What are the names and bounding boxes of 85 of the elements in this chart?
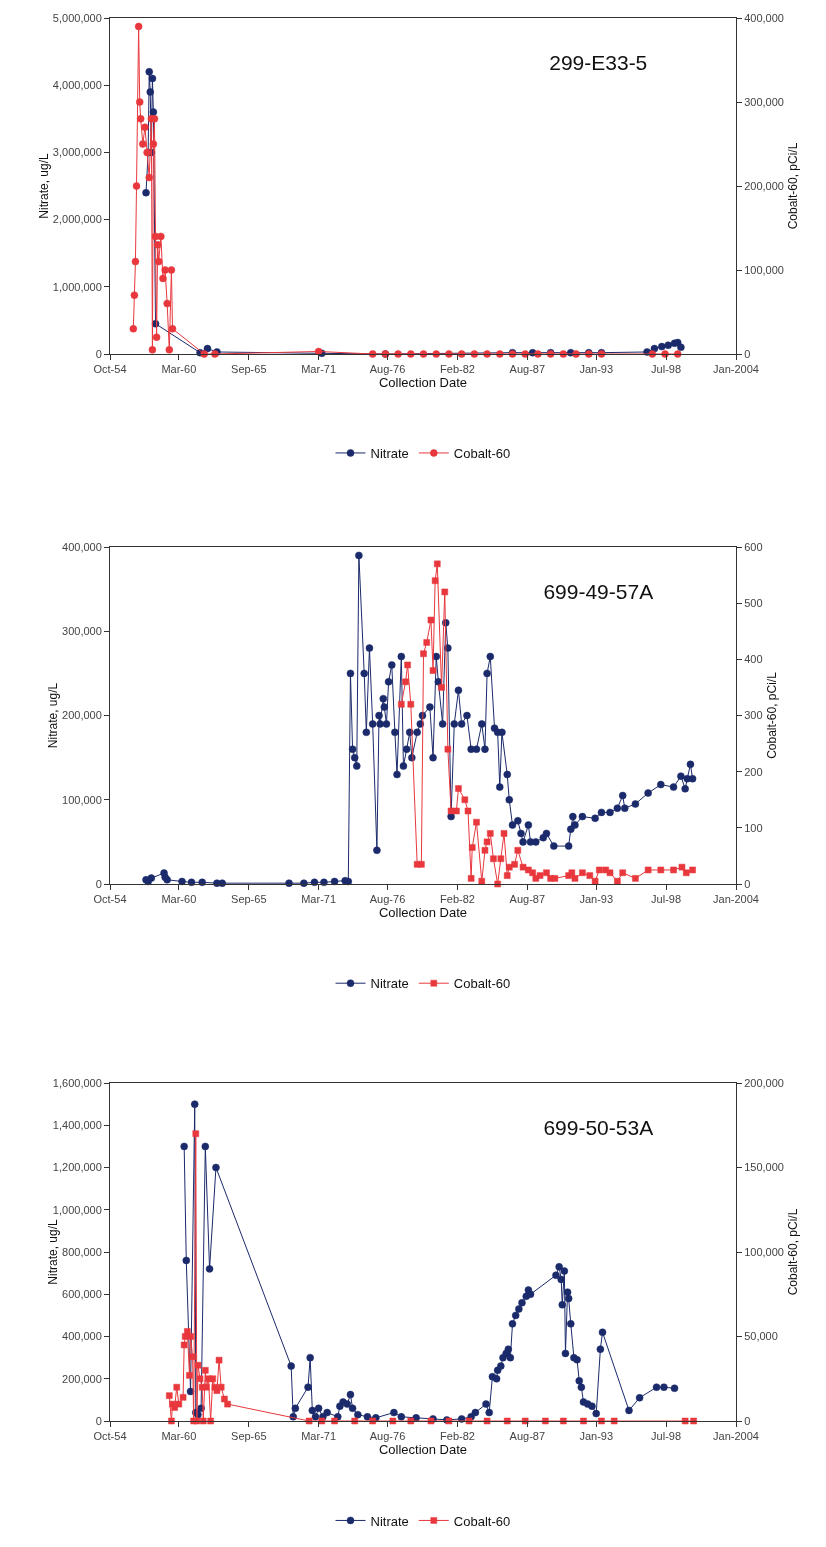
text: 699-49-57A <box>543 580 654 604</box>
x-tick-label: Oct-54 <box>93 363 127 376</box>
y-tick-label: 800,000 <box>62 1245 102 1258</box>
y2-tick-label: 150,000 <box>744 1161 784 1174</box>
x-tick-label: Jul-98 <box>651 363 682 376</box>
y2-tick-label: 0 <box>744 347 751 360</box>
y-tick-label: 600,000 <box>62 1288 102 1301</box>
y2-tick-label: 600 <box>744 540 763 553</box>
y-tick-label: 300,000 <box>62 625 102 638</box>
y-tick-label: 1,600,000 <box>52 1076 102 1089</box>
x-tick-label: Jul-98 <box>651 1430 682 1443</box>
x-tick-label: Sep-65 <box>231 1430 267 1443</box>
legend-label: Nitrate <box>370 976 409 992</box>
legend-label: Nitrate <box>370 1513 409 1529</box>
x-tick-label: Aug-76 <box>369 1430 406 1443</box>
x-tick-label: Oct-54 <box>93 1430 127 1443</box>
y2-tick-label: 100,000 <box>744 263 784 276</box>
x-axis-title: Collection Date <box>378 375 468 391</box>
x-tick-label: Jan-93 <box>579 1430 614 1443</box>
x-tick-label: Jan-2004 <box>713 1430 759 1443</box>
y2-tick-label: 300,000 <box>744 95 784 108</box>
y2-tick-label: 50,000 <box>744 1330 778 1343</box>
y-tick-label: 1,000,000 <box>52 280 102 293</box>
x-axis-title: Collection Date <box>378 905 468 921</box>
y2-tick-label: 200 <box>744 765 763 778</box>
y2-tick-label: 100 <box>744 821 763 834</box>
x-tick-label: Aug-76 <box>369 893 406 906</box>
x-tick-label: Mar-60 <box>161 1430 197 1443</box>
y2-tick-label: 300 <box>744 709 763 722</box>
y-tick-label: 200,000 <box>62 709 102 722</box>
y-tick-label: 1,000,000 <box>52 1203 102 1216</box>
y2-tick-label: 500 <box>744 597 763 610</box>
y-tick-label: 2,000,000 <box>52 213 102 226</box>
x-tick-label: Jan-93 <box>579 363 614 376</box>
y2-tick-label: 100,000 <box>744 1245 784 1258</box>
x-tick-label: Aug-87 <box>509 893 546 906</box>
x-tick-label: Aug-76 <box>369 363 406 376</box>
x-tick-label: Jan-2004 <box>713 893 759 906</box>
y-tick-label: 4,000,000 <box>52 79 102 92</box>
y-tick-label: 0 <box>95 347 102 360</box>
y-tick-label: 200,000 <box>62 1372 102 1385</box>
x-tick-label: Aug-87 <box>509 363 546 376</box>
x-tick-label: Aug-87 <box>509 1430 546 1443</box>
x-tick-label: Sep-65 <box>231 893 267 906</box>
x-tick-label: Jan-93 <box>579 893 614 906</box>
y2-tick-label: 200,000 <box>744 179 784 192</box>
y2-tick-label: 400 <box>744 653 763 666</box>
legend-label: Nitrate <box>370 446 409 462</box>
y-tick-label: 100,000 <box>62 793 102 806</box>
y-tick-label: 5,000,000 <box>52 11 102 24</box>
x-tick-label: Mar-60 <box>161 893 197 906</box>
x-tick-label: Mar-71 <box>301 363 337 376</box>
y-tick-label: 400,000 <box>62 540 102 553</box>
y-axis-title: Nitrate, ug/L <box>46 682 61 749</box>
y2-tick-label: 0 <box>744 877 751 890</box>
x-tick-label: Mar-71 <box>301 1430 337 1443</box>
y2-tick-label: 400,000 <box>744 11 784 24</box>
y-tick-label: 1,200,000 <box>52 1161 102 1174</box>
y-tick-label: 400,000 <box>62 1330 102 1343</box>
x-tick-label: Sep-65 <box>231 363 267 376</box>
x-tick-label: Jan-2004 <box>713 363 759 376</box>
y2-axis-title: Cobalt-60, pCi/L <box>785 142 800 230</box>
y2-tick-label: 200,000 <box>744 1076 784 1089</box>
y-tick-label: 0 <box>95 1414 102 1427</box>
x-tick-label: Jul-98 <box>651 893 682 906</box>
y-tick-label: 0 <box>95 877 102 890</box>
x-tick-label: Feb-82 <box>440 363 475 376</box>
y-tick-label: 1,400,000 <box>52 1119 102 1132</box>
x-tick-label: Mar-60 <box>161 363 197 376</box>
y2-axis-title: Cobalt-60, pCi/L <box>765 671 779 759</box>
x-tick-label: Feb-82 <box>440 1430 475 1443</box>
text: 699-50-53A <box>543 1116 654 1140</box>
legend-label: Cobalt-60 <box>453 1513 511 1529</box>
x-tick-label: Mar-71 <box>301 893 337 906</box>
legend-label: Cobalt-60 <box>453 446 511 462</box>
y2-tick-label: 0 <box>744 1414 751 1427</box>
y-tick-label: 3,000,000 <box>52 146 102 159</box>
x-tick-label: Feb-82 <box>440 893 475 906</box>
x-axis-title: Collection Date <box>378 1442 468 1458</box>
text: 299-E33-5 <box>549 51 648 75</box>
x-tick-label: Oct-54 <box>93 893 127 906</box>
y2-axis-title: Cobalt-60, pCi/L <box>785 1208 800 1296</box>
y-axis-title: Nitrate, ug/L <box>46 1218 61 1285</box>
y-axis-title: Nitrate, ug/L <box>36 152 51 219</box>
legend-label: Cobalt-60 <box>453 976 511 992</box>
